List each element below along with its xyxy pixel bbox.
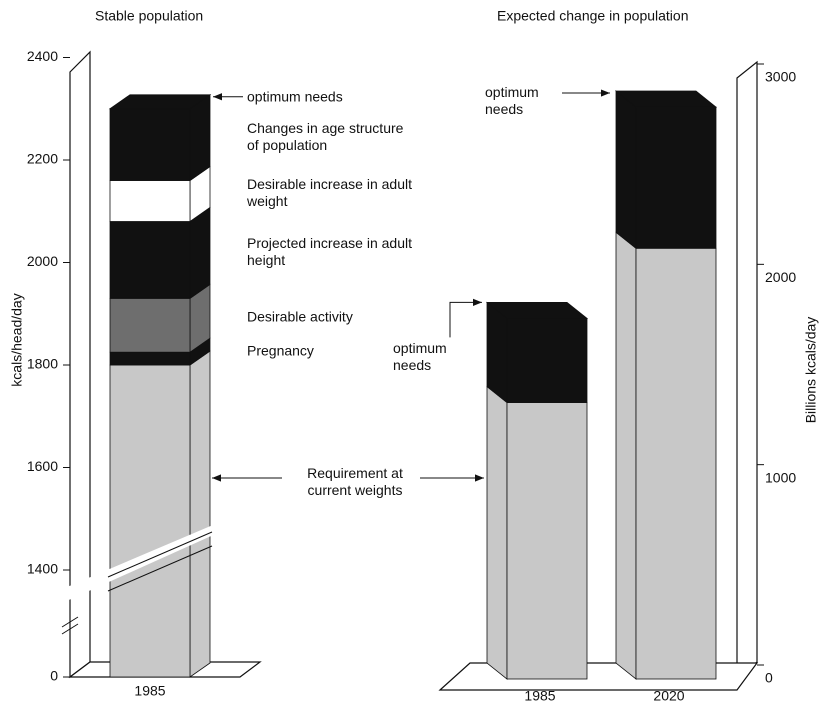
annotation: optimum needs <box>393 340 447 374</box>
bar-side <box>615 90 637 250</box>
annotation: optimum needs <box>247 88 343 105</box>
axis-wall <box>68 50 759 691</box>
bar-side <box>486 301 508 404</box>
axis-break <box>107 531 213 578</box>
bar <box>109 297 191 353</box>
bar-side <box>189 206 211 300</box>
bar-side <box>189 350 211 678</box>
bar-side <box>189 93 211 182</box>
axis-break <box>61 623 79 635</box>
axis-break <box>61 616 79 628</box>
bar <box>109 108 191 181</box>
chart-title: Stable population <box>95 8 203 24</box>
bar-side <box>615 231 637 680</box>
y-tick-label: 2200 <box>27 151 58 167</box>
y-tick-label: 2400 <box>27 48 58 64</box>
bar <box>109 351 191 366</box>
bar <box>635 247 717 680</box>
y-tick-label: 1400 <box>27 561 58 577</box>
segment-label: Changes in age structure of population <box>247 119 404 153</box>
segment-label: Desirable activity <box>247 308 353 325</box>
axis-break <box>107 545 213 592</box>
bar-top <box>485 301 589 319</box>
bar <box>506 317 588 403</box>
y2-tick-label: 2000 <box>765 269 796 285</box>
bar <box>109 221 191 299</box>
segment-label: Desirable increase in adult weight <box>247 176 412 209</box>
y-axis-label: kcals/head/day <box>9 293 25 386</box>
segment-label: Requirement at current weights <box>307 465 403 498</box>
y-tick-label: 1600 <box>27 458 58 474</box>
segment-label: Projected increase in adult height <box>247 234 412 268</box>
x-tick-label: 1985 <box>524 688 555 704</box>
bar-top <box>108 94 212 110</box>
annotation: optimum needs <box>485 84 539 118</box>
arrow <box>449 298 482 338</box>
chart-title: Expected change in population <box>497 8 688 24</box>
y2-tick-label: 0 <box>765 670 773 686</box>
x-tick-label: 1985 <box>134 683 165 699</box>
y-tick-label: 1800 <box>27 356 58 372</box>
y2-tick-label: 1000 <box>765 469 796 485</box>
bar-side <box>486 385 508 680</box>
x-tick-label: 2020 <box>653 688 684 704</box>
y-tick-label: 2000 <box>27 253 58 269</box>
y2-axis-label: Billions kcals/day <box>803 317 819 424</box>
bar <box>506 402 588 680</box>
bar <box>109 180 191 222</box>
y2-tick-label: 3000 <box>765 69 796 85</box>
y-tick-label: 0 <box>50 668 58 684</box>
segment-label: Pregnancy <box>247 342 314 359</box>
bar <box>635 106 717 249</box>
bar-top <box>614 90 718 108</box>
bar <box>109 364 191 678</box>
